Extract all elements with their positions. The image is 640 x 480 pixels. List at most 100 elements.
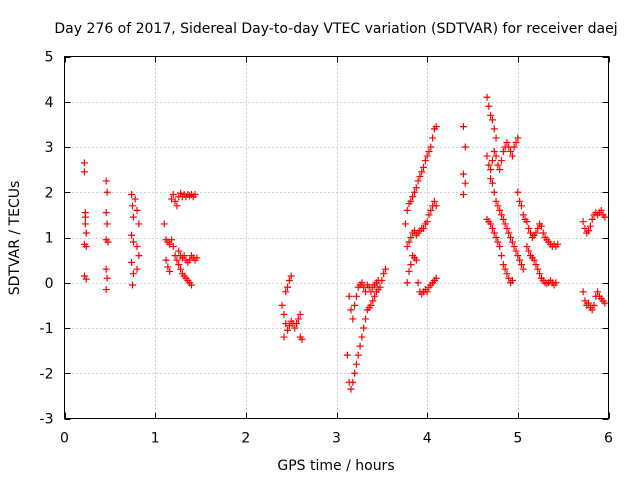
data-point bbox=[103, 188, 111, 196]
data-point bbox=[358, 279, 366, 287]
data-point bbox=[488, 179, 496, 187]
data-point bbox=[102, 265, 110, 273]
data-point bbox=[485, 161, 493, 169]
data-point bbox=[135, 220, 143, 228]
data-point bbox=[128, 191, 136, 199]
data-point bbox=[354, 351, 362, 359]
data-point bbox=[505, 229, 513, 237]
data-point bbox=[523, 243, 531, 251]
data-point bbox=[488, 157, 496, 165]
data-point bbox=[102, 177, 110, 185]
data-point bbox=[539, 229, 547, 237]
data-point bbox=[536, 270, 544, 278]
y-tick-label: 4 bbox=[45, 95, 54, 111]
data-point bbox=[296, 310, 304, 318]
data-point bbox=[430, 197, 438, 205]
data-point bbox=[347, 306, 355, 314]
data-point bbox=[351, 369, 359, 377]
data-point bbox=[517, 261, 525, 269]
data-point bbox=[82, 275, 90, 283]
data-point bbox=[414, 279, 422, 287]
data-point bbox=[167, 236, 175, 244]
data-point bbox=[374, 276, 382, 284]
data-point bbox=[287, 272, 295, 280]
data-point bbox=[503, 270, 511, 278]
data-point bbox=[490, 148, 498, 156]
data-point bbox=[129, 202, 136, 210]
data-point bbox=[499, 215, 507, 223]
data-points bbox=[80, 93, 609, 393]
data-point bbox=[488, 116, 496, 124]
data-point bbox=[588, 215, 596, 223]
data-point bbox=[376, 283, 384, 291]
y-tick-labels: -3 -2 -1 0 1 2 3 4 5 bbox=[40, 50, 54, 428]
data-point bbox=[381, 265, 389, 273]
data-point bbox=[510, 243, 518, 251]
data-point bbox=[498, 157, 506, 165]
data-point bbox=[421, 157, 429, 165]
data-point bbox=[514, 134, 522, 142]
data-point bbox=[177, 265, 185, 273]
data-point bbox=[496, 206, 504, 214]
data-point bbox=[483, 93, 491, 101]
data-point bbox=[187, 281, 195, 289]
data-point bbox=[494, 202, 502, 210]
data-point bbox=[487, 111, 495, 119]
data-point bbox=[586, 222, 594, 230]
data-point bbox=[499, 261, 507, 269]
data-point bbox=[177, 189, 185, 197]
data-point bbox=[516, 197, 524, 205]
grid bbox=[64, 56, 609, 419]
data-point bbox=[284, 326, 292, 334]
data-point bbox=[180, 252, 188, 260]
data-point bbox=[166, 267, 174, 275]
data-point bbox=[501, 265, 509, 273]
data-point bbox=[461, 143, 469, 151]
data-point bbox=[459, 123, 467, 131]
data-point bbox=[371, 292, 379, 300]
data-point bbox=[508, 276, 516, 284]
data-point bbox=[501, 220, 509, 228]
data-point bbox=[173, 202, 181, 210]
data-point bbox=[530, 256, 538, 264]
data-point bbox=[360, 324, 368, 332]
data-point bbox=[510, 143, 518, 151]
data-point bbox=[401, 220, 409, 228]
y-tick-label: -1 bbox=[40, 321, 54, 337]
data-point bbox=[285, 322, 293, 330]
data-point bbox=[508, 152, 516, 160]
data-point bbox=[133, 243, 141, 251]
data-point bbox=[175, 261, 183, 269]
data-point bbox=[496, 243, 504, 251]
data-point bbox=[352, 360, 360, 368]
data-point bbox=[532, 261, 540, 269]
data-point bbox=[483, 152, 491, 160]
data-point bbox=[499, 148, 507, 156]
data-point bbox=[420, 224, 428, 232]
data-point bbox=[429, 134, 437, 142]
data-point bbox=[349, 315, 357, 323]
chart-title: Day 276 of 2017, Sidereal Day-to-day VTE… bbox=[54, 21, 617, 37]
data-point bbox=[534, 265, 542, 273]
x-tick-label: 5 bbox=[513, 431, 522, 447]
data-point bbox=[104, 238, 112, 246]
data-point bbox=[173, 256, 181, 264]
y-tick-label: 3 bbox=[45, 140, 54, 156]
data-point bbox=[131, 195, 139, 203]
data-point bbox=[496, 166, 504, 174]
data-point bbox=[597, 206, 605, 214]
y-tick-label: 0 bbox=[45, 276, 54, 292]
data-point bbox=[601, 299, 609, 307]
data-point bbox=[293, 319, 301, 327]
data-point bbox=[169, 191, 177, 199]
data-point bbox=[581, 297, 589, 305]
data-point bbox=[407, 261, 415, 269]
data-point bbox=[503, 138, 511, 146]
data-point bbox=[403, 206, 411, 214]
data-point bbox=[537, 222, 545, 230]
data-point bbox=[505, 274, 513, 282]
data-point bbox=[523, 218, 531, 226]
data-point bbox=[517, 202, 525, 210]
data-point bbox=[80, 272, 88, 280]
data-point bbox=[588, 306, 596, 314]
